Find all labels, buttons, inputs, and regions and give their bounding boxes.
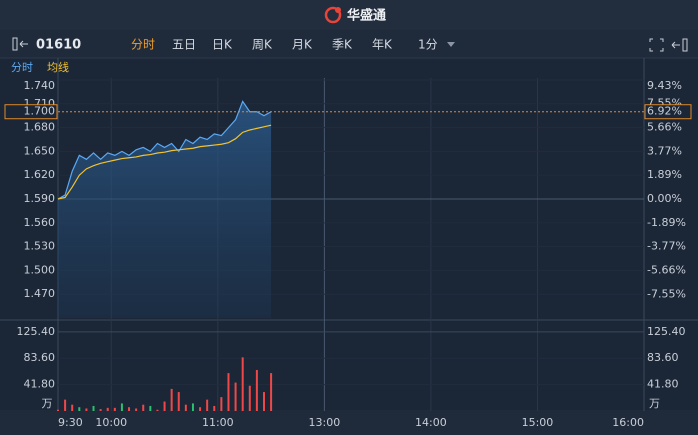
volume-bar: [135, 408, 138, 411]
volume-bar: [64, 399, 67, 411]
volume-tick-label-right: 41.80: [647, 378, 679, 391]
volume-bar: [241, 357, 244, 411]
y2-tick-label: 0.00%: [647, 192, 682, 205]
top-bar: [0, 0, 698, 30]
y2-tick-label: -3.77%: [647, 240, 686, 253]
dropdown-arrow[interactable]: [447, 42, 455, 47]
volume-bar: [234, 382, 237, 411]
volume-bar: [191, 403, 194, 411]
tab[interactable]: 季K: [332, 38, 353, 52]
volume-bar: [113, 407, 116, 411]
y2-tick-label: -1.89%: [647, 216, 686, 229]
volume-bar: [170, 388, 173, 411]
volume-bar: [156, 409, 159, 411]
volume-unit: 万: [42, 397, 53, 410]
y2-tick-label: 5.66%: [647, 121, 682, 134]
volume-bar: [57, 409, 59, 411]
y-tick-label: 1.740: [24, 79, 56, 92]
volume-bar: [206, 399, 209, 411]
volume-bar: [120, 403, 123, 411]
volume-bar: [220, 397, 223, 411]
volume-bar: [71, 404, 74, 411]
sidebar-icon: [12, 37, 28, 51]
average-line: [57, 124, 272, 200]
volume-bar: [106, 407, 109, 411]
volume-bar: [213, 405, 216, 411]
volume-bar: [270, 373, 273, 411]
y-tick-label: 1.560: [24, 216, 56, 229]
tab[interactable]: 周K: [252, 38, 273, 52]
last-price-box: [4, 104, 58, 120]
x-tick-label: 15:00: [522, 416, 554, 429]
y2-tick-label: 9.43%: [647, 79, 682, 92]
x-tick-label: 13:00: [309, 416, 341, 429]
x-axis-bar: [0, 410, 698, 435]
brand: 华盛通: [347, 8, 386, 24]
tab[interactable]: 日K: [212, 38, 233, 52]
tab[interactable]: 年K: [372, 38, 393, 52]
y2-tick-label: -7.55%: [647, 287, 686, 300]
volume-bar: [128, 407, 131, 411]
volume-bar: [262, 392, 265, 411]
x-tick-label: 11:00: [202, 416, 234, 429]
volume-bar: [99, 409, 102, 411]
volume-bar: [85, 408, 88, 411]
y2-tick-label: -5.66%: [647, 263, 686, 276]
volume-tick-label: 41.80: [24, 378, 56, 391]
volume-bar: [227, 373, 230, 411]
volume-bar: [199, 407, 202, 411]
tab[interactable]: 分时: [131, 38, 155, 52]
volume-bar: [92, 405, 95, 411]
volume-tick-label: 83.60: [24, 351, 56, 364]
y-tick-label: 1.620: [24, 168, 56, 181]
tab[interactable]: 月K: [292, 38, 313, 52]
y2-tick-label: 1.89%: [647, 168, 682, 181]
last-change-label: 6.92%: [647, 105, 682, 118]
volume-bar: [177, 392, 180, 411]
volume-tick-label-right: 125.40: [647, 325, 686, 338]
volume-bar: [248, 385, 251, 411]
volume-tick-label-right: 83.60: [647, 351, 679, 364]
y2-tick-label: 3.77%: [647, 144, 682, 157]
collapse-icon[interactable]: [671, 38, 688, 52]
price-area: [58, 101, 272, 318]
y-tick-label: 1.470: [24, 287, 56, 300]
tab[interactable]: 五日: [172, 38, 196, 52]
toolbar: [0, 30, 698, 58]
volume-bar: [184, 404, 187, 411]
symbol: 01610: [36, 38, 81, 53]
x-tick-label: 10:00: [95, 416, 127, 429]
volume-bar: [142, 404, 145, 411]
x-tick-label: 9:30: [58, 416, 83, 429]
volume-bar: [149, 405, 152, 411]
price-line: [57, 100, 272, 200]
volume-bar: [78, 407, 81, 411]
legend-price: 分时: [11, 61, 33, 74]
last-change-box: [644, 104, 692, 120]
logo-icon: [324, 6, 342, 24]
y-tick-label: 1.500: [24, 263, 56, 276]
fullscreen-icon[interactable]: [649, 38, 664, 52]
last-price-label: 1.700: [24, 105, 56, 118]
volume-bar: [255, 369, 258, 411]
x-tick-label: 16:00: [612, 416, 644, 429]
volume-unit-right: 万: [649, 397, 660, 410]
y-tick-label: 1.530: [24, 240, 56, 253]
y-tick-label: 1.650: [24, 144, 56, 157]
interval[interactable]: 1分: [418, 38, 438, 52]
x-tick-label: 14:00: [415, 416, 447, 429]
volume-tick-label: 125.40: [17, 325, 56, 338]
y-tick-label: 1.590: [24, 192, 56, 205]
volume-bar: [163, 401, 166, 411]
y-tick-label: 1.680: [24, 121, 56, 134]
